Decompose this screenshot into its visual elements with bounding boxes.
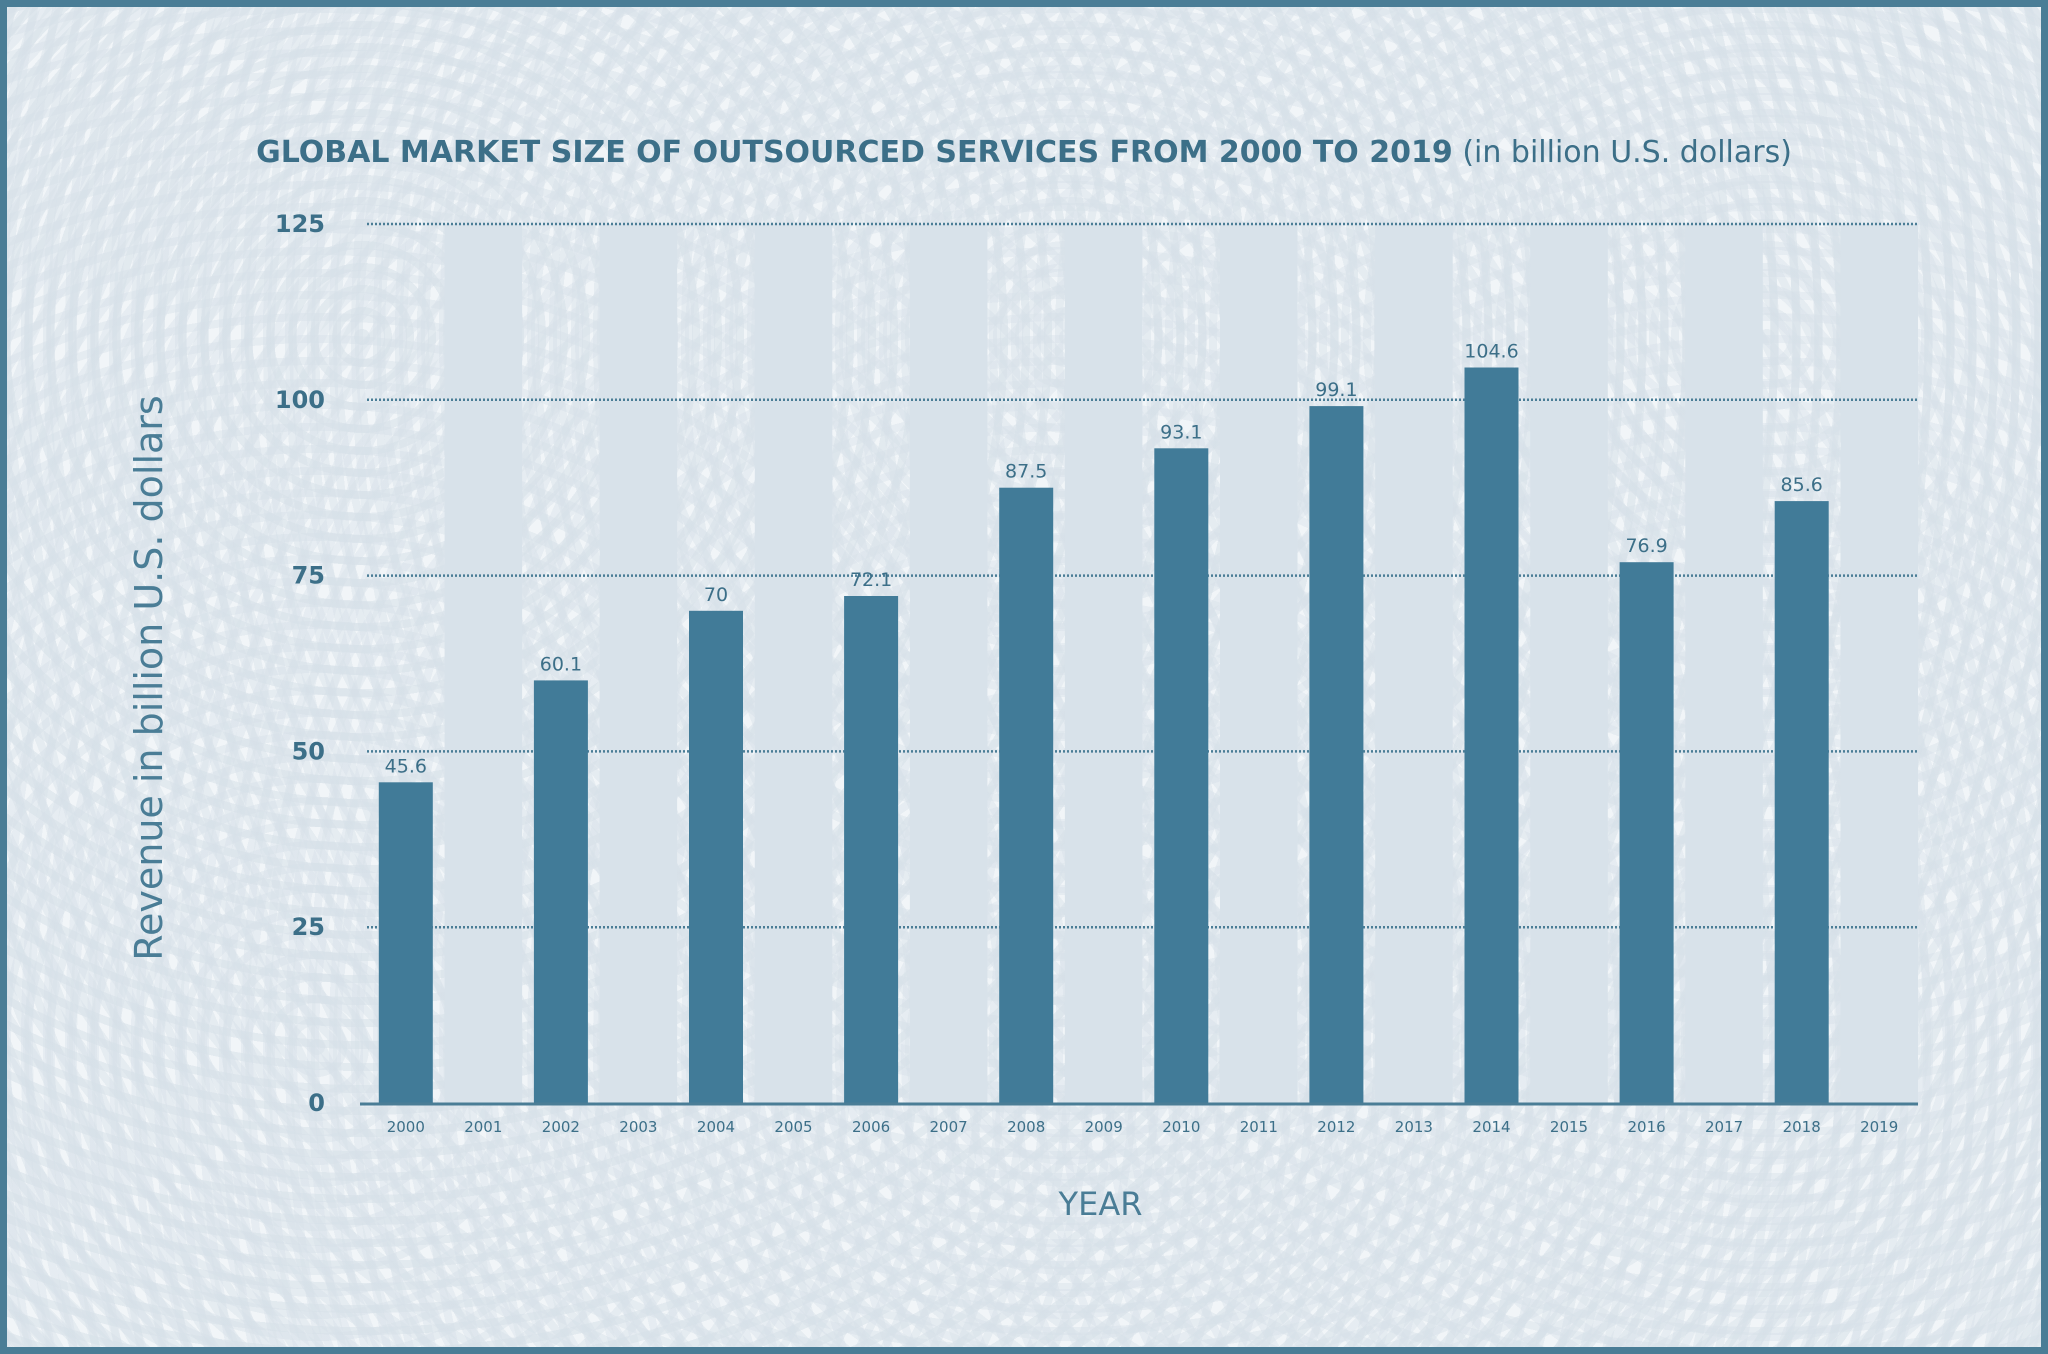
bar: [1774, 501, 1829, 1104]
data-label: 99.1: [1315, 379, 1357, 401]
x-tick-label: 2019: [1860, 1118, 1898, 1136]
x-tick-label: 2011: [1240, 1118, 1278, 1136]
data-labels: 45.6 60.1 70 72.1 87.5 93.1 99.1 104.6 76.9 85.6: [385, 341, 1823, 778]
x-tick-label: 2000: [387, 1118, 425, 1136]
bar: [689, 610, 743, 1103]
x-tick-label: 2008: [1007, 1118, 1045, 1136]
bar: [1309, 406, 1364, 1104]
bar: [844, 596, 899, 1103]
column-band: [599, 224, 678, 1103]
column-band: [1685, 224, 1763, 1103]
column-band: [1530, 224, 1608, 1103]
bar: [1464, 367, 1519, 1103]
y-tick-label: 50: [292, 737, 325, 765]
x-tick-label: 2006: [852, 1118, 890, 1136]
column-band: [1840, 224, 1918, 1103]
data-label: 85.6: [1781, 474, 1823, 496]
column-band: [909, 224, 988, 1103]
x-axis-title: YEAR: [1058, 1185, 1143, 1223]
y-axis-ticks: 0 25 50 75 100 125: [275, 210, 325, 1117]
data-label: 72.1: [850, 569, 892, 591]
bar: [378, 782, 433, 1103]
x-axis-ticks: 2000 2001 2002 2003 2004 2005 2006 2007 2008 2009…: [387, 1118, 1899, 1136]
x-tick-label: 2004: [697, 1118, 735, 1136]
data-label: 93.1: [1160, 421, 1202, 443]
x-tick-label: 2012: [1317, 1118, 1355, 1136]
x-tick-label: 2005: [774, 1118, 812, 1136]
y-axis-title: Revenue in billion U.S. dollars: [127, 395, 171, 960]
x-tick-label: 2013: [1395, 1118, 1433, 1136]
x-tick-label: 2018: [1783, 1118, 1821, 1136]
chart-title: GLOBAL MARKET SIZE OF OUTSOURCED SERVICE…: [7, 135, 2041, 170]
chart-title-main: GLOBAL MARKET SIZE OF OUTSOURCED SERVICE…: [256, 135, 1453, 170]
bar: [1619, 562, 1674, 1103]
x-tick-label: 2001: [464, 1118, 502, 1136]
column-band: [1375, 224, 1453, 1103]
y-tick-label: 125: [275, 210, 325, 238]
bar: [999, 487, 1054, 1103]
y-tick-label: 75: [292, 562, 325, 590]
column-band: [444, 224, 523, 1103]
column-bands: [444, 224, 1918, 1103]
column-band: [754, 224, 833, 1103]
y-tick-label: 100: [275, 386, 325, 414]
column-band: [1220, 224, 1298, 1103]
chart-subtitle: (in billion U.S. dollars): [1462, 135, 1792, 170]
bar: [1154, 448, 1209, 1103]
x-tick-label: 2016: [1628, 1118, 1666, 1136]
x-tick-label: 2014: [1472, 1118, 1510, 1136]
x-tick-label: 2015: [1550, 1118, 1588, 1136]
x-tick-label: 2007: [930, 1118, 968, 1136]
data-label: 87.5: [1005, 461, 1047, 483]
bars: [378, 367, 1829, 1104]
data-label: 70: [704, 584, 728, 606]
x-tick-label: 2009: [1085, 1118, 1123, 1136]
data-label: 60.1: [540, 653, 582, 675]
x-tick-label: 2010: [1162, 1118, 1200, 1136]
data-label: 76.9: [1625, 535, 1667, 557]
data-label: 104.6: [1464, 341, 1518, 363]
y-tick-label: 25: [292, 913, 325, 941]
data-label: 45.6: [385, 755, 427, 777]
x-tick-label: 2017: [1705, 1118, 1743, 1136]
x-tick-label: 2002: [542, 1118, 580, 1136]
y-tick-label: 0: [308, 1089, 325, 1117]
column-band: [1064, 224, 1143, 1103]
bar: [533, 680, 588, 1103]
x-tick-label: 2003: [619, 1118, 657, 1136]
